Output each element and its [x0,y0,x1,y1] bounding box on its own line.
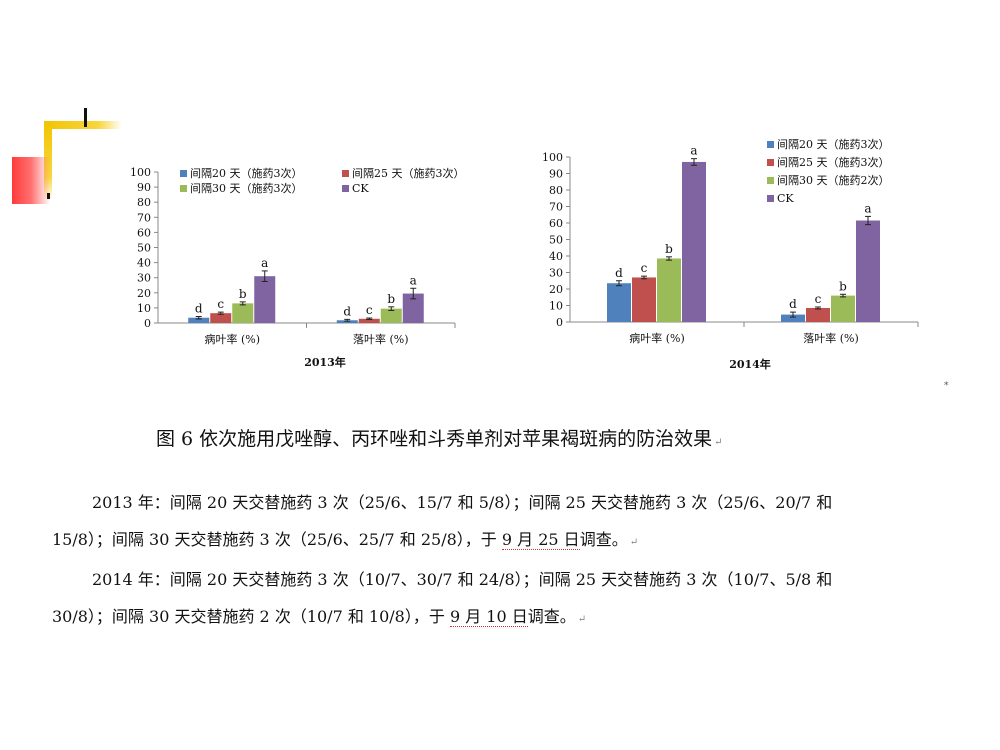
enter-mark: ↵ [714,437,723,448]
significance-letter: b [239,287,247,301]
significance-letter: d [343,304,351,318]
y-tick-label: 50 [137,242,151,255]
bar [210,313,232,323]
legend-swatch [767,141,774,148]
y-tick-label: 10 [137,302,151,315]
legend-label: 间隔25 天（施药3次） [352,166,465,180]
note-2013-line2-b: 调查。 [579,530,628,549]
significance-letter: b [839,279,847,293]
y-tick-label: 70 [549,201,563,214]
y-tick-label: 90 [549,168,563,181]
y-tick-label: 80 [137,196,151,209]
significance-letter: d [789,297,797,311]
slide-corner-black-dot [47,193,50,199]
legend-label: CK [777,192,794,205]
y-tick-label: 100 [130,166,151,179]
legend-swatch [180,185,187,192]
legend-label: CK [352,182,369,195]
y-tick-label: 90 [137,181,151,194]
x-category-label: 落叶率 (%) [353,332,409,346]
significance-letter: b [387,292,395,306]
note-2013-line2-a: 15/8）；间隔 30 天交替施药 3 次（25/6、25/7 和 25/8），… [52,530,502,549]
y-tick-label: 20 [137,287,151,300]
bar [831,295,855,322]
legend-label: 间隔30 天（施药3次） [190,181,303,195]
significance-letter: d [195,302,203,316]
legend-label: 间隔30 天（施药2次） [777,173,890,187]
y-tick-label: 20 [549,283,563,296]
significance-letter: c [217,297,224,311]
slide-corner-red-block [12,157,50,204]
significance-letter: b [665,242,673,256]
note-2013-line2: 15/8）；间隔 30 天交替施药 3 次（25/6、25/7 和 25/8），… [52,526,638,550]
legend-swatch [767,159,774,166]
note-2014-line1: 2014 年：间隔 20 天交替施药 3 次（10/7、30/7 和 24/8）… [92,566,832,590]
significance-letter: c [815,292,822,306]
bar [781,314,805,322]
chart-title: 2013年 [304,355,346,369]
y-tick-label: 60 [549,217,563,230]
note-2013-line1: 2013 年：间隔 20 天交替施药 3 次（25/6、15/7 和 5/8）；… [92,489,832,513]
bar [254,276,276,323]
legend-swatch [180,170,187,177]
note-2014-date: 9 月 10 日 [449,607,528,627]
note-2014-line2-a: 30/8）；间隔 30 天交替施药 2 次（10/7 和 10/8），于 [52,607,450,626]
y-tick-label: 0 [144,317,151,330]
y-tick-label: 100 [542,151,563,164]
bar [607,283,631,322]
bar [358,318,380,323]
note-2014-line2: 30/8）；间隔 30 天交替施药 2 次（10/7 和 10/8），于 9 月… [52,603,586,627]
enter-mark: ↵ [577,614,587,625]
bar [402,293,424,323]
bar [806,307,830,322]
x-category-label: 落叶率 (%) [803,331,859,345]
note-2013-date: 9 月 25 日 [501,530,580,550]
y-tick-label: 60 [137,226,151,239]
bar [657,258,681,322]
significance-letter: a [690,144,697,158]
significance-letter: d [615,266,623,280]
note-2014-line2-b: 调查。 [527,607,576,626]
legend-swatch [342,170,349,177]
y-tick-label: 30 [137,272,151,285]
slide-corner-black-tick [84,108,87,127]
note-2013-line1-text: 2013 年：间隔 20 天交替施药 3 次（25/6、15/7 和 5/8）；… [92,493,833,512]
legend-swatch [342,185,349,192]
chart-title: 2014年 [729,357,771,371]
y-tick-label: 40 [137,257,151,270]
legend-swatch [767,195,774,202]
figure-caption: 图 6 依次施用戊唑醇、丙环唑和斗秀单剂对苹果褐斑病的防治效果 ↵ [156,424,723,451]
bar [188,317,210,323]
bar [632,277,656,322]
y-tick-label: 50 [549,234,563,247]
x-category-label: 病叶率 (%) [204,332,260,346]
significance-letter: c [366,303,373,317]
y-tick-label: 40 [549,250,563,263]
significance-letter: a [261,256,268,270]
paragraph-mark: ⁎ [944,378,949,388]
y-tick-label: 10 [549,300,563,313]
legend-label: 间隔25 天（施药3次） [777,155,890,169]
legend-swatch [767,177,774,184]
significance-letter: a [864,201,871,215]
y-tick-label: 80 [549,184,563,197]
y-tick-label: 30 [549,267,563,280]
figure-caption-text: 图 6 依次施用戊唑醇、丙环唑和斗秀单剂对苹果褐斑病的防治效果 [156,428,713,450]
y-tick-label: 0 [556,316,563,329]
y-tick-label: 70 [137,211,151,224]
enter-mark: ↵ [629,537,639,548]
significance-letter: c [641,261,648,275]
legend-label: 间隔20 天（施药3次） [777,137,890,151]
bar [380,308,402,323]
bar [856,220,880,322]
significance-letter: a [410,273,417,287]
chart-2014: 0 10 20 30 40 50 60 70 80 90 100 d c b a 病叶率 (%) d c b a 落叶率… [542,137,919,371]
legend-label: 间隔20 天（施药3次） [190,166,303,180]
bar [682,161,706,322]
slide-corner-yellow-bar [44,121,122,129]
bar [232,303,254,323]
x-category-label: 病叶率 (%) [629,331,685,345]
note-2014-line1-text: 2014 年：间隔 20 天交替施药 3 次（10/7、30/7 和 24/8）… [92,570,833,589]
